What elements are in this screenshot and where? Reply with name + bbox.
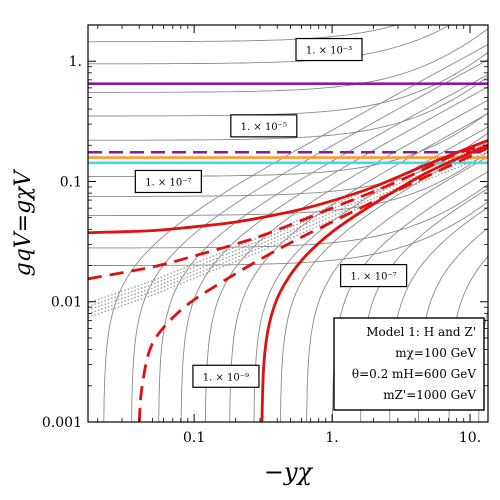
legend: Model 1: H and Z' mχ=100 GeV θ=0.2 mH=600 … [333, 317, 485, 411]
contour-label-box [134, 169, 202, 194]
contour-label-text: 1. × 10⁻⁷ [145, 177, 191, 188]
contour-line [88, 28, 488, 93]
red-curve-dashed [88, 143, 488, 281]
contour-line [88, 25, 451, 65]
legend-box [333, 317, 485, 411]
contour-label-box [340, 263, 408, 288]
contour-line [88, 52, 488, 117]
contour-label: 1. × 10⁻⁹ [192, 364, 260, 388]
contour-line [204, 99, 488, 422]
red-curves [88, 138, 488, 422]
contour-label-text: 1. × 10⁻⁷ [350, 272, 396, 283]
y-tick-label: 0.001 [42, 415, 82, 431]
x-tick-label: 10. [459, 430, 481, 446]
legend-line: mZ'=1000 GeV [383, 388, 476, 402]
y-tick-label: 0.01 [51, 295, 82, 311]
contour-line [180, 86, 488, 422]
contour-line [158, 73, 488, 422]
contour-label: 1. × 10⁻³ [295, 37, 363, 62]
x-tick-label: 1. [325, 430, 338, 446]
contour-label-text: 1. × 10⁻³ [306, 46, 352, 57]
red-curve-solid [260, 144, 488, 422]
plot-frame [87, 24, 489, 423]
contour-line [103, 44, 488, 422]
horizontal-lines [88, 82, 488, 165]
contour-label-text: 1. × 10⁻⁵ [241, 122, 287, 133]
contour-label-box [230, 114, 298, 138]
legend-line: θ=0.2 mH=600 GeV [352, 367, 476, 381]
contour-line [229, 112, 488, 422]
y-axis-label: gqV=gχV [11, 168, 36, 276]
contour-label: 1. × 10⁻⁷ [340, 263, 408, 288]
contour-label: 1. × 10⁻⁷ [134, 169, 202, 194]
y-tick-label: 0.1 [60, 174, 82, 190]
contour-line [88, 183, 488, 249]
contour-label: 1. × 10⁻⁵ [230, 114, 298, 138]
contour-label-box [192, 364, 260, 388]
red-curve-solid [88, 138, 488, 235]
contour-line [88, 76, 488, 141]
x-tick-label: 0.1 [183, 430, 205, 446]
contour-line [88, 25, 398, 43]
axis-ticks: 0.1 1. 10. 0.001 0.01 0.1 1. [42, 24, 488, 446]
contour-line [253, 126, 488, 422]
legend-line: mχ=100 GeV [395, 346, 476, 360]
contour-label-box [295, 37, 363, 62]
contour-labels: 1. × 10⁻³ 1. × 10⁻⁵ 1. × 10⁻⁷ 1. × 10⁻⁷ 1. ×… [134, 37, 408, 388]
legend-line: Model 1: H and Z' [366, 325, 476, 339]
contour-line [306, 156, 488, 422]
contour-line [88, 132, 488, 197]
red-curve-dashed [137, 146, 488, 422]
contour-lines [88, 25, 488, 422]
x-axis-label: −yχ [264, 458, 314, 486]
y-tick-label: 1. [69, 54, 82, 70]
contour-label-text: 1. × 10⁻⁹ [203, 372, 249, 383]
contour-line [280, 141, 488, 422]
